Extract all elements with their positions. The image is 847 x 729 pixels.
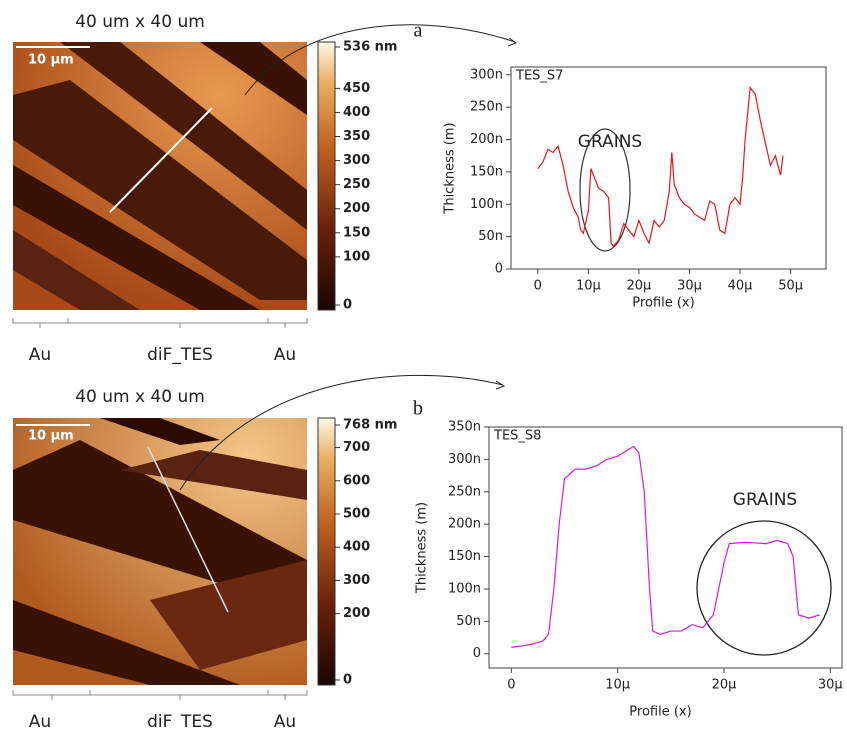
x-axis-label: Profile (x) — [629, 705, 691, 720]
colorbar-tick-label: 0 — [343, 298, 352, 313]
y-tick-label: 200n — [448, 517, 481, 532]
x-tick-label: 10μ — [605, 678, 630, 693]
panel-label: a — [414, 20, 423, 42]
panel-label: b — [413, 398, 423, 420]
bracket — [12, 318, 308, 700]
y-tick-label: 200n — [470, 132, 503, 147]
y-tick-label: 300n — [470, 67, 503, 82]
x-tick-label: 30μ — [818, 678, 843, 693]
region-label: diF_TES — [147, 345, 213, 365]
colorbar — [317, 417, 336, 686]
y-axis-label: Thickness (m) — [443, 122, 458, 214]
x-axis-label: Profile (x) — [632, 296, 694, 311]
annotation: GRAINS — [578, 132, 642, 152]
chart-title: TES_S7 — [515, 69, 563, 84]
afm-image — [13, 418, 307, 685]
x-tick-label: 30μ — [677, 279, 702, 294]
data-line — [537, 86, 784, 248]
colorbar-tick-label: 500 — [343, 506, 370, 521]
colorbar-tick-label: 100 — [343, 249, 370, 264]
colorbar-tick-label: 768 nm — [343, 418, 397, 433]
afm-image — [13, 42, 307, 310]
y-tick-label: 0 — [473, 646, 481, 661]
x-tick-label: 20μ — [712, 678, 737, 693]
x-tick-label: 0 — [534, 279, 542, 294]
colorbar-tick-label: 700 — [343, 440, 370, 455]
region-label: Au — [29, 712, 51, 729]
data-line — [511, 445, 820, 648]
plot-frame — [488, 426, 843, 669]
image-title: 40 um x 40 um — [75, 12, 205, 32]
colorbar-tick-label: 300 — [343, 153, 370, 168]
y-tick-label: 100n — [448, 581, 481, 596]
colorbar-tick-label: 150 — [343, 225, 370, 240]
colorbar-tick-label: 350 — [343, 129, 370, 144]
colorbar-tick-label: 400 — [343, 540, 370, 555]
plot-frame — [510, 66, 827, 270]
x-tick-label: 50μ — [778, 279, 803, 294]
y-tick-label: 50n — [478, 229, 503, 244]
annotation-shape — [696, 520, 832, 656]
arrow — [179, 24, 518, 491]
scale-bar-label: 10 μm — [28, 429, 74, 444]
y-tick-label: 250n — [470, 100, 503, 115]
y-tick-label: 150n — [470, 164, 503, 179]
y-tick-label: 150n — [448, 549, 481, 564]
x-tick-label: 40μ — [728, 279, 753, 294]
region-label: diF_TES — [147, 712, 213, 729]
colorbar-tick-label: 400 — [343, 105, 370, 120]
x-tick-label: 0 — [507, 678, 515, 693]
x-tick-label: 10μ — [576, 279, 601, 294]
y-tick-label: 350n — [448, 420, 481, 435]
annotation: GRAINS — [733, 490, 797, 510]
colorbar — [317, 41, 336, 311]
colorbar-tick-label: 0 — [343, 673, 352, 688]
image-title: 40 um x 40 um — [75, 387, 205, 407]
colorbar-tick-label: 450 — [343, 81, 370, 96]
y-tick-label: 250n — [448, 484, 481, 499]
colorbar-tick-label: 536 nm — [343, 40, 397, 55]
y-tick-label: 50n — [456, 614, 481, 629]
y-tick-label: 300n — [448, 452, 481, 467]
y-tick-label: 100n — [470, 197, 503, 212]
x-tick-label: 20μ — [627, 279, 652, 294]
chart-title: TES_S8 — [493, 429, 541, 444]
colorbar-tick-label: 600 — [343, 473, 370, 488]
y-axis-label: Thickness (m) — [415, 502, 430, 594]
region-label: Au — [274, 712, 296, 729]
annotation-shape — [579, 128, 631, 252]
region-label: Au — [29, 345, 51, 365]
scale-bar-label: 10 μm — [28, 53, 74, 68]
colorbar-tick-label: 200 — [343, 606, 370, 621]
y-tick-label: 0 — [495, 262, 503, 277]
colorbar-tick-label: 200 — [343, 201, 370, 216]
colorbar-tick-label: 300 — [343, 573, 370, 588]
colorbar-tick-label: 250 — [343, 177, 370, 192]
region-label: Au — [274, 345, 296, 365]
